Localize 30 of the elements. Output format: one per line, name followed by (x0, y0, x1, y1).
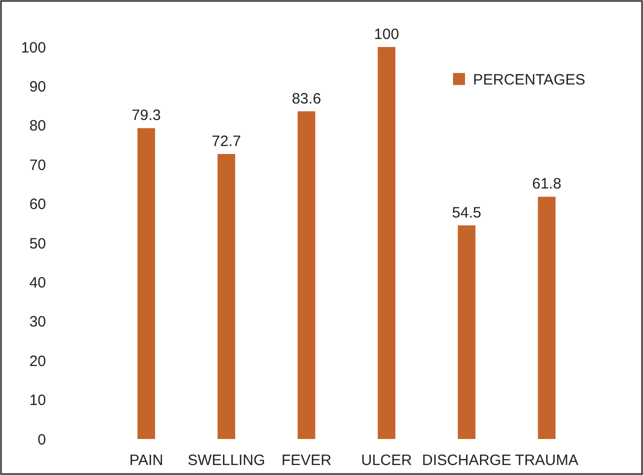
y-tick-label: 40 (29, 274, 46, 292)
y-tick-label: 0 (38, 431, 46, 448)
legend-label: PERCENTAGES (473, 71, 586, 88)
bar (218, 154, 236, 439)
y-tick-label: 20 (29, 352, 46, 370)
x-tick-label: FEVER (281, 452, 332, 469)
y-tick-label: 80 (29, 118, 46, 135)
data-label: 83.6 (292, 90, 322, 108)
y-tick-label: 90 (29, 78, 46, 96)
data-label: 54.5 (452, 204, 482, 222)
x-tick-label: PAIN (129, 452, 164, 469)
y-tick-label: 100 (20, 39, 46, 56)
bar (137, 128, 156, 439)
x-tick-label: ULCER (361, 452, 412, 469)
bar (378, 47, 396, 439)
y-tick-label: 10 (29, 392, 46, 410)
x-tick-label: TRAUMA (515, 452, 578, 469)
x-tick-label: DISCHARGE (422, 452, 512, 469)
bar (538, 196, 556, 439)
bar (298, 111, 316, 439)
data-label: 61.8 (532, 176, 562, 193)
y-tick-label: 60 (29, 196, 46, 214)
data-label: 100 (374, 26, 400, 43)
bar (458, 225, 476, 439)
data-label: 79.3 (132, 107, 161, 124)
x-tick-label: SWELLING (188, 452, 266, 469)
y-tick-label: 50 (29, 235, 46, 252)
y-tick-label: 30 (29, 314, 46, 331)
y-tick-label: 70 (29, 156, 46, 174)
data-label: 72.7 (212, 133, 241, 150)
